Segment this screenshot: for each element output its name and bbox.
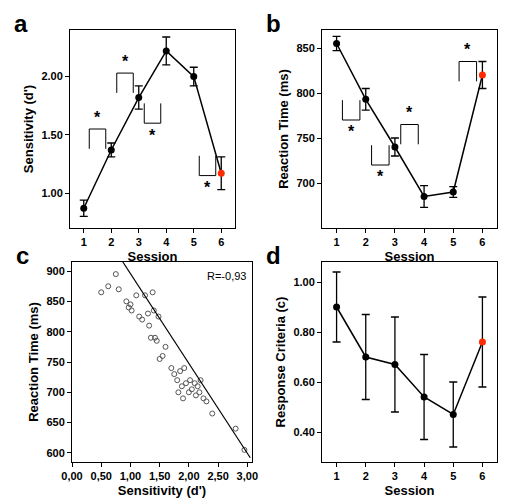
svg-text:800: 800 (296, 87, 314, 99)
svg-text:1: 1 (334, 470, 340, 482)
svg-text:0,00: 0,00 (61, 470, 82, 482)
svg-text:Response Criteria (c): Response Criteria (c) (273, 297, 288, 428)
svg-text:5: 5 (191, 236, 197, 248)
svg-text:3: 3 (392, 236, 398, 248)
svg-text:700: 700 (46, 386, 64, 398)
svg-text:850: 850 (296, 42, 314, 54)
svg-text:850: 850 (46, 295, 64, 307)
svg-text:900: 900 (46, 265, 64, 277)
svg-text:1: 1 (81, 236, 87, 248)
svg-text:c: c (16, 242, 29, 269)
svg-text:2: 2 (363, 470, 369, 482)
svg-text:4: 4 (421, 470, 428, 482)
svg-text:Sensitivity (d'): Sensitivity (d') (21, 85, 36, 173)
svg-text:Reaction Time (ms): Reaction Time (ms) (276, 69, 291, 189)
svg-text:1,00: 1,00 (120, 470, 141, 482)
svg-text:a: a (14, 10, 28, 37)
svg-text:*: * (348, 123, 355, 140)
svg-text:Sensitivity (d'): Sensitivity (d') (118, 483, 206, 498)
svg-text:6: 6 (479, 470, 485, 482)
svg-text:1: 1 (334, 236, 340, 248)
svg-text:0,50: 0,50 (91, 470, 112, 482)
svg-text:1.00: 1.00 (41, 187, 62, 199)
svg-text:1,50: 1,50 (149, 470, 170, 482)
svg-text:3: 3 (392, 470, 398, 482)
svg-text:3: 3 (136, 236, 142, 248)
svg-text:650: 650 (46, 416, 64, 428)
svg-text:750: 750 (46, 356, 64, 368)
svg-text:6: 6 (479, 236, 485, 248)
svg-text:5: 5 (450, 470, 456, 482)
svg-text:0.60: 0.60 (293, 376, 314, 388)
svg-text:*: * (122, 53, 129, 70)
svg-text:6: 6 (218, 236, 224, 248)
svg-text:4: 4 (163, 236, 170, 248)
svg-text:Session: Session (128, 249, 178, 264)
svg-text:2: 2 (108, 236, 114, 248)
svg-text:R=-0,93: R=-0,93 (207, 270, 246, 282)
svg-text:600: 600 (46, 447, 64, 459)
svg-text:2,00: 2,00 (178, 470, 199, 482)
svg-text:*: * (149, 127, 156, 144)
svg-text:1.00: 1.00 (293, 276, 314, 288)
svg-text:*: * (406, 104, 413, 121)
svg-text:Reaction Time (ms): Reaction Time (ms) (26, 302, 41, 422)
svg-text:1.50: 1.50 (41, 129, 62, 141)
svg-text:Session: Session (385, 249, 435, 264)
svg-text:0.80: 0.80 (293, 326, 314, 338)
svg-text:b: b (266, 10, 281, 37)
svg-text:2,50: 2,50 (207, 470, 228, 482)
svg-text:4: 4 (421, 236, 428, 248)
svg-text:*: * (464, 41, 471, 58)
svg-text:5: 5 (450, 236, 456, 248)
svg-text:2: 2 (363, 236, 369, 248)
svg-text:Session: Session (385, 483, 435, 498)
svg-text:0.40: 0.40 (293, 426, 314, 438)
svg-text:d: d (266, 242, 281, 269)
svg-text:*: * (204, 179, 211, 196)
svg-text:750: 750 (296, 132, 314, 144)
svg-text:*: * (94, 109, 101, 126)
svg-text:2.00: 2.00 (41, 70, 62, 82)
svg-text:*: * (377, 168, 384, 185)
svg-text:800: 800 (46, 326, 64, 338)
svg-text:3,00: 3,00 (237, 470, 258, 482)
svg-text:700: 700 (296, 177, 314, 189)
